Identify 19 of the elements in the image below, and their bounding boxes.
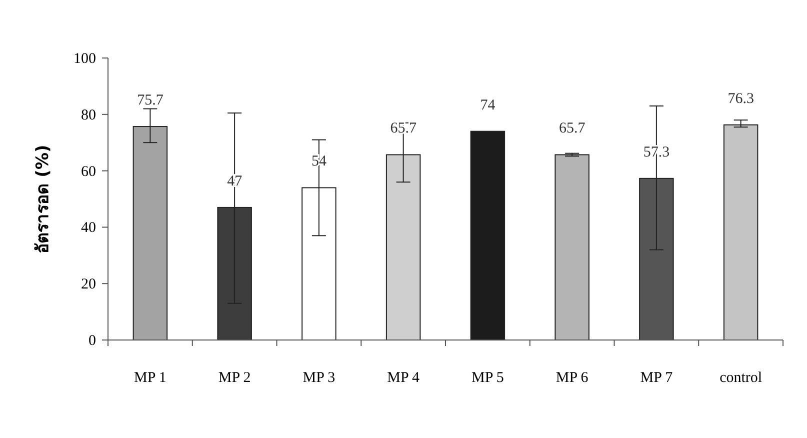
data-label: 74 [480, 97, 496, 114]
y-tick-label: 60 [81, 164, 96, 180]
y-tick-label: 40 [81, 220, 96, 236]
data-label: 75.7 [137, 92, 164, 109]
y-tick-label: 0 [88, 333, 96, 349]
data-label: 76.3 [728, 90, 754, 107]
x-tick-label: MP 2 [218, 370, 251, 386]
y-tick-label: 80 [81, 107, 96, 124]
y-axis-title: อัตรารอด (%) [33, 144, 53, 254]
x-tick-label: MP 1 [134, 370, 166, 386]
x-tick-label: MP 4 [387, 370, 420, 386]
x-tick-label: MP 3 [302, 370, 336, 386]
x-tick-label: MP 6 [556, 370, 589, 386]
x-tick-label: control [720, 370, 762, 386]
x-tick-label: MP 7 [640, 370, 674, 386]
data-label: 65.7 [558, 120, 586, 137]
x-tick-label: MP 5 [472, 370, 504, 386]
y-tick-label: 20 [81, 276, 96, 293]
y-tick-label: 100 [74, 51, 96, 67]
